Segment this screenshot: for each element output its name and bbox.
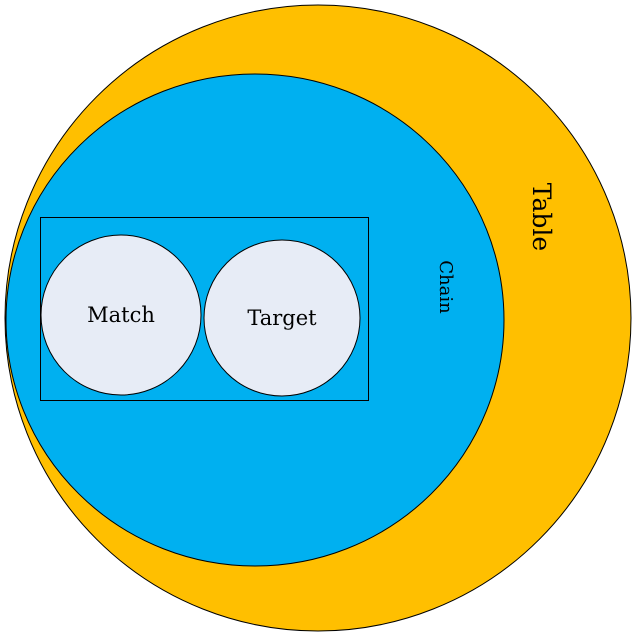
target-label: Target	[247, 306, 317, 330]
target-circle	[203, 239, 361, 397]
rule-box	[40, 217, 369, 401]
match-label: Match	[87, 303, 155, 327]
chain-label: Chain	[435, 260, 456, 314]
match-circle	[40, 234, 202, 396]
table-label: Table	[527, 183, 556, 251]
